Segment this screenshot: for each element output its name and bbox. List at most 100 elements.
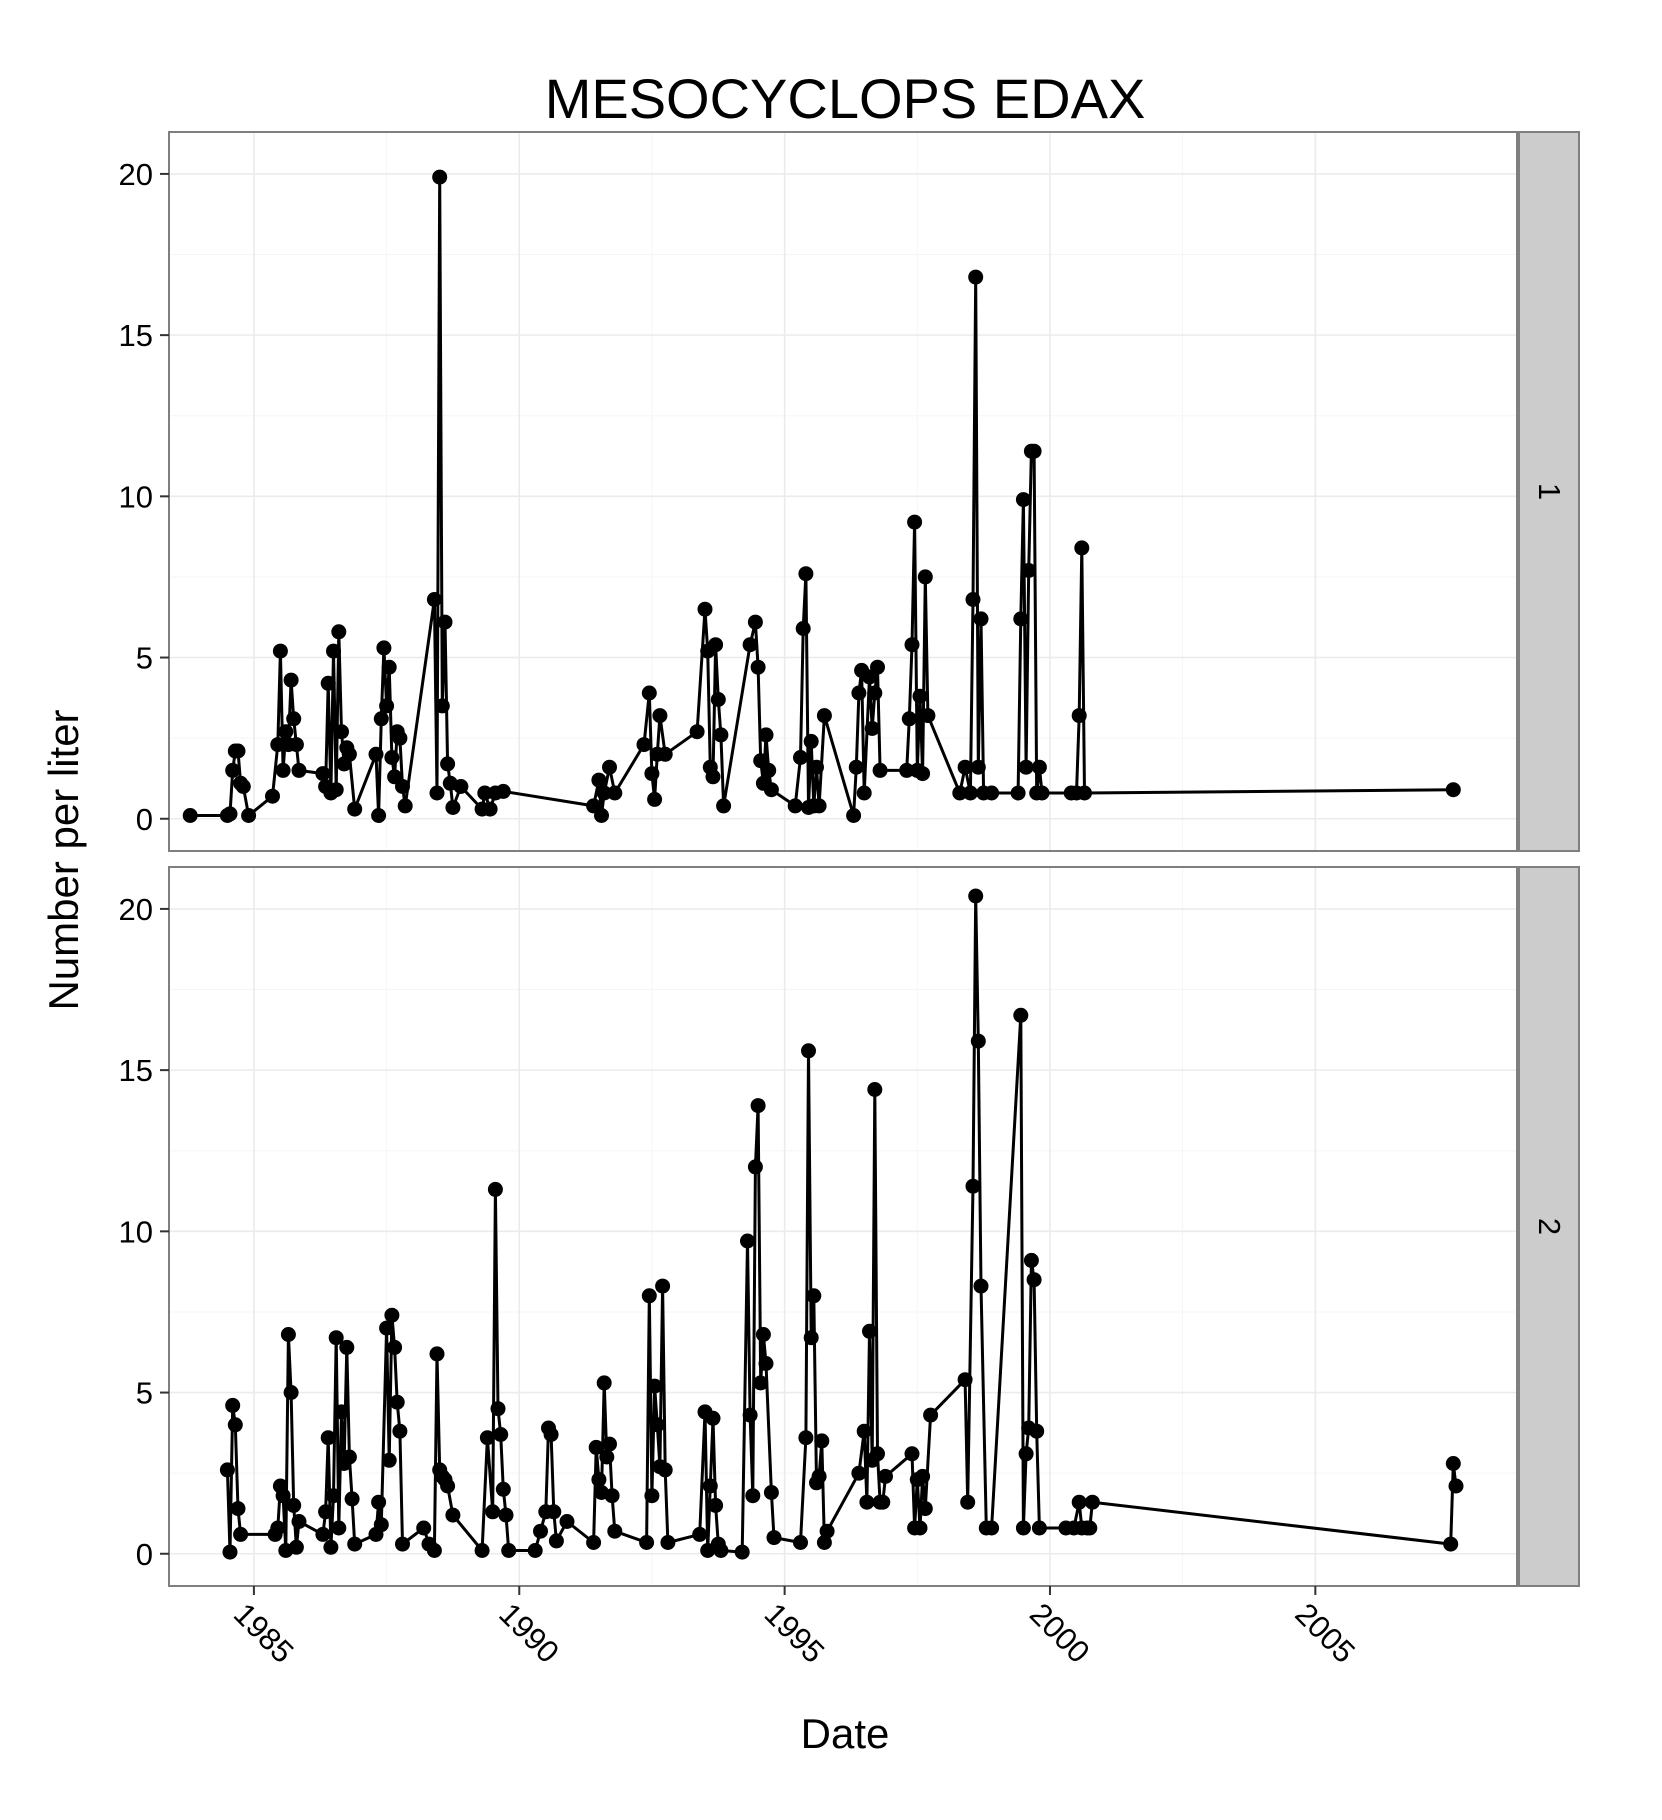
data-point	[848, 759, 864, 775]
data-point	[482, 801, 498, 817]
data-point	[915, 766, 931, 782]
data-point	[1071, 708, 1087, 724]
data-point	[761, 762, 777, 778]
data-point	[1034, 785, 1050, 801]
data-point	[758, 727, 774, 743]
data-point	[952, 785, 968, 801]
data-point	[1077, 785, 1092, 801]
data-point	[747, 1159, 763, 1175]
data-point	[283, 672, 299, 688]
data-point	[692, 1526, 708, 1542]
data-point	[323, 1539, 339, 1555]
data-point	[331, 1520, 347, 1536]
data-point	[373, 711, 389, 727]
x-tick-label: 1995	[758, 1596, 832, 1670]
data-point	[1018, 1446, 1034, 1462]
data-point	[381, 659, 397, 675]
x-tick-label: 2005	[1288, 1596, 1362, 1670]
data-point	[973, 611, 989, 627]
data-point	[750, 659, 766, 675]
x-axis: 1985 1990 1995 2000 2005	[227, 1586, 1362, 1670]
y-tick-label: 20	[119, 157, 153, 192]
data-point	[641, 685, 657, 701]
data-point	[501, 1543, 517, 1558]
data-point	[798, 566, 814, 582]
data-point	[657, 746, 673, 762]
data-point	[445, 1507, 461, 1523]
data-point	[493, 1427, 509, 1442]
data-point	[798, 1430, 814, 1446]
data-point	[811, 1468, 827, 1484]
data-point	[320, 1430, 336, 1446]
data-point	[389, 1394, 405, 1410]
data-point	[1082, 1520, 1098, 1536]
data-point	[384, 1307, 400, 1323]
data-point	[1013, 1007, 1029, 1023]
data-point	[607, 785, 623, 801]
data-point	[708, 1497, 724, 1513]
data-point	[859, 1494, 875, 1510]
data-point	[965, 1178, 981, 1194]
data-point	[371, 1494, 387, 1510]
data-point	[490, 1401, 506, 1417]
panel-2: 0 5 10 15 20 2	[119, 866, 1580, 1587]
data-point	[1026, 443, 1042, 459]
data-point	[904, 1446, 920, 1462]
data-point	[710, 692, 726, 707]
data-point	[416, 1520, 432, 1536]
data-point	[901, 711, 917, 727]
data-point	[1023, 1252, 1039, 1268]
data-point	[647, 1378, 663, 1394]
data-point	[527, 1543, 543, 1558]
data-point	[495, 783, 511, 799]
data-point	[371, 808, 387, 823]
data-point	[1031, 759, 1047, 775]
data-point	[763, 782, 779, 798]
data-point	[339, 1339, 355, 1355]
data-point	[787, 798, 803, 814]
data-point	[851, 1465, 867, 1481]
y-tick-label: 15	[119, 318, 153, 353]
data-point	[1010, 785, 1026, 801]
data-point	[225, 762, 241, 778]
data-point	[596, 1375, 612, 1391]
data-point	[373, 1517, 389, 1533]
data-point	[392, 730, 408, 746]
data-point	[591, 1472, 607, 1488]
data-point	[864, 721, 880, 736]
facet-strip-label: 2	[1532, 1218, 1567, 1235]
data-point	[689, 724, 705, 740]
data-point	[315, 1526, 331, 1542]
data-point	[328, 782, 344, 798]
data-point	[241, 808, 257, 823]
data-point	[546, 1504, 562, 1520]
data-point	[647, 791, 663, 807]
data-point	[498, 1507, 514, 1523]
data-point	[1443, 1536, 1459, 1552]
data-point	[368, 746, 384, 762]
y-tick-label: 0	[136, 1537, 153, 1572]
data-point	[291, 762, 307, 778]
data-point	[957, 1372, 973, 1388]
data-point	[758, 1356, 774, 1371]
data-point	[641, 1288, 657, 1304]
data-point	[440, 1478, 456, 1494]
data-point	[286, 711, 302, 727]
facet-strip-label: 1	[1532, 483, 1567, 500]
x-axis-title: Date	[801, 1710, 890, 1757]
data-point	[334, 1404, 349, 1420]
y-tick-label: 10	[119, 479, 153, 514]
data-point	[219, 1462, 235, 1478]
facet-strip	[1518, 131, 1580, 852]
data-point	[960, 1494, 976, 1510]
y-tick-label: 15	[119, 1053, 153, 1088]
data-point	[586, 1535, 602, 1550]
data-point	[657, 1462, 673, 1478]
data-point	[453, 779, 469, 794]
data-point	[495, 1481, 511, 1497]
data-point	[1445, 1456, 1461, 1471]
data-point	[1015, 492, 1031, 508]
y-tick-label: 10	[119, 1214, 153, 1249]
data-point	[392, 1423, 408, 1439]
data-point	[1026, 1272, 1042, 1288]
